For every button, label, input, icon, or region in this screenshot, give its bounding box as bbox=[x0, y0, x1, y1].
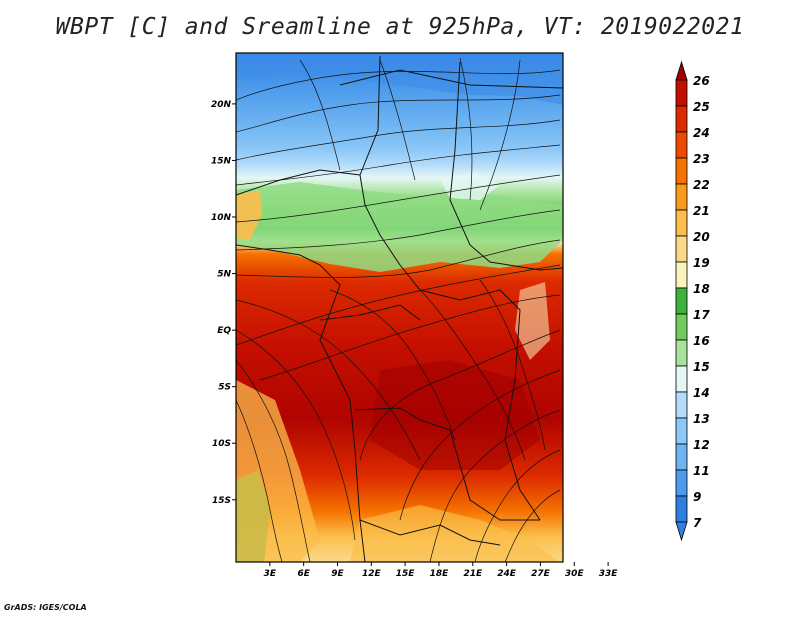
colorbar-label: 26 bbox=[693, 74, 710, 88]
colorbar-box bbox=[675, 261, 688, 289]
lon-tick-label: 30E bbox=[565, 569, 585, 579]
colorbar-label: 24 bbox=[693, 126, 710, 140]
green-band bbox=[236, 182, 563, 272]
lat-tick-label: 10S bbox=[212, 439, 231, 449]
colorbar-box bbox=[675, 235, 688, 263]
lon-tick-label: 15E bbox=[396, 569, 416, 579]
colorbar-label: 23 bbox=[693, 152, 710, 166]
colorbar-box bbox=[675, 313, 688, 341]
colorbar-box bbox=[675, 417, 688, 445]
lon-tick-label: 24E bbox=[497, 569, 517, 579]
cold-patch-north bbox=[236, 53, 563, 105]
colorbar-box bbox=[675, 391, 688, 419]
lon-tick-label: 6E bbox=[297, 569, 310, 579]
colorbar: 26 25 24 23 22 21 20 19 18 17 16 15 14 13 12 11 9 7 bbox=[675, 60, 710, 542]
colorbar-box bbox=[675, 105, 688, 133]
lon-tick-label: 27E bbox=[531, 569, 551, 579]
light-patch-north bbox=[440, 172, 500, 200]
colorbar-box bbox=[675, 157, 688, 185]
colorbar-label: 22 bbox=[693, 178, 710, 192]
lon-tick-label: 21E bbox=[463, 569, 483, 579]
warm-patch-south bbox=[350, 505, 560, 562]
colorbar-label: 21 bbox=[693, 204, 710, 218]
colorbar-label: 17 bbox=[693, 308, 710, 322]
colorbar-box bbox=[675, 209, 688, 237]
lon-tick-label: 33E bbox=[599, 569, 619, 579]
colorbar-box bbox=[675, 443, 688, 471]
lat-tick-label: 10N bbox=[211, 213, 232, 223]
colorbar-label: 7 bbox=[693, 516, 702, 530]
colorbar-label: 20 bbox=[693, 230, 710, 244]
lat-tick-label: 15S bbox=[212, 496, 231, 506]
colorbar-label: 14 bbox=[693, 386, 710, 400]
colorbar-label: 25 bbox=[693, 100, 710, 114]
colorbar-box bbox=[675, 79, 688, 107]
lon-tick-label: 3E bbox=[264, 569, 277, 579]
colorbar-label: 13 bbox=[693, 412, 710, 426]
lat-tick-label: 15N bbox=[211, 156, 232, 166]
lake-patch-east bbox=[515, 282, 550, 360]
streamlines bbox=[236, 57, 561, 562]
lat-tick-label: EQ bbox=[217, 326, 231, 336]
lon-tick-label: 9E bbox=[331, 569, 344, 579]
warm-patch-west-coast bbox=[236, 190, 262, 240]
lon-tick-label: 12E bbox=[362, 569, 382, 579]
colorbar-top-triangle bbox=[675, 60, 688, 81]
map-plot-area bbox=[236, 53, 563, 562]
colorbar-box bbox=[675, 495, 688, 523]
warm-patch-southwest bbox=[236, 380, 320, 562]
colorbar-box bbox=[675, 183, 688, 211]
colorbar-label: 12 bbox=[693, 438, 710, 452]
lat-tick-label: 20N bbox=[211, 100, 232, 110]
colorbar-label: 9 bbox=[693, 490, 701, 504]
map-frame bbox=[235, 52, 564, 563]
lat-tick-label: 5N bbox=[217, 270, 231, 280]
colorbar-box bbox=[675, 469, 688, 497]
hot-core bbox=[370, 360, 540, 470]
chart-title: WBPT [C] and Sreamline at 925hPa, VT: 20… bbox=[55, 14, 745, 40]
colorbar-box bbox=[675, 287, 688, 315]
country-borders bbox=[236, 55, 563, 562]
colorbar-box bbox=[675, 365, 688, 393]
colorbar-bottom-triangle bbox=[675, 521, 688, 542]
lat-tick-label: 5S bbox=[218, 383, 231, 393]
colorbar-label: 15 bbox=[693, 360, 710, 374]
longitude-axis: 3E 6E 9E 12E 15E 18E 21E 24E 27E 30E 33E bbox=[264, 562, 619, 579]
grads-credit: GrADS: IGES/COLA bbox=[4, 603, 87, 612]
colorbar-box bbox=[675, 339, 688, 367]
colorbar-label: 11 bbox=[693, 464, 710, 478]
colorbar-label: 19 bbox=[693, 256, 710, 270]
latitude-axis: 20N 15N 10N 5N EQ 5S 10S 15S bbox=[211, 100, 236, 506]
colorbar-box bbox=[675, 131, 688, 159]
lon-tick-label: 18E bbox=[430, 569, 450, 579]
colorbar-label: 18 bbox=[693, 282, 710, 296]
colorbar-label: 16 bbox=[693, 334, 710, 348]
